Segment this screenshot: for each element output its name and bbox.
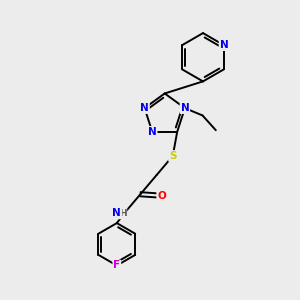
Text: F: F [113,260,120,271]
Text: S: S [169,151,176,161]
Text: N: N [181,103,189,113]
Text: H: H [119,209,127,218]
Text: N: N [220,40,228,50]
Text: N: N [148,127,157,137]
Text: N: N [112,208,121,218]
Text: N: N [140,103,149,113]
Text: O: O [157,191,166,201]
